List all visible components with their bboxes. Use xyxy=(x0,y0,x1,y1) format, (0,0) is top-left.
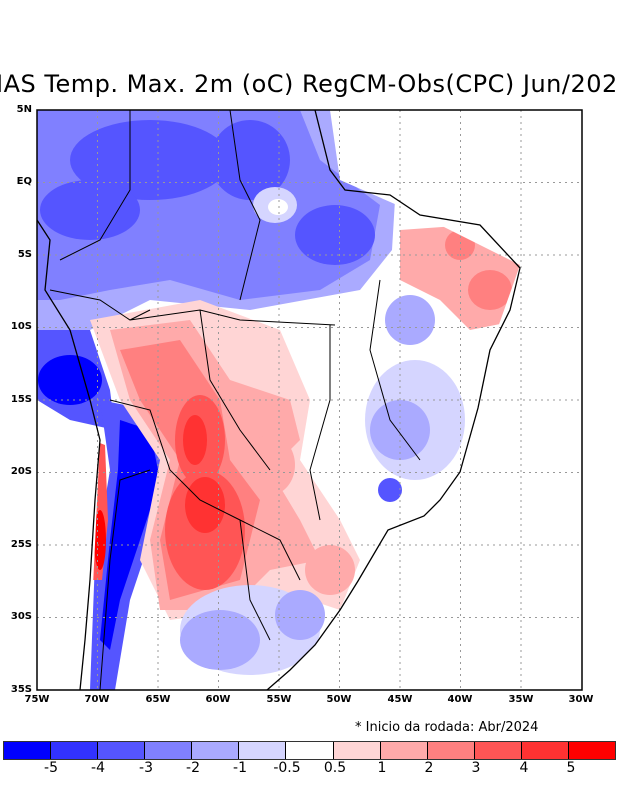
colorbar-swatch xyxy=(239,742,287,759)
lat-label: 10S xyxy=(10,321,32,332)
lon-label: 55W xyxy=(266,694,292,705)
lon-label: 65W xyxy=(145,694,171,705)
lat-label: 5S xyxy=(17,249,32,260)
anomaly-field xyxy=(37,110,582,690)
colorbar-label: -2 xyxy=(186,760,200,776)
colorbar-swatch xyxy=(192,742,240,759)
colorbar-label: -4 xyxy=(91,760,105,776)
colorbar-swatch xyxy=(380,742,428,759)
colorbar-swatch xyxy=(568,742,616,759)
lon-label: 70W xyxy=(84,694,110,705)
colorbar-label: 4 xyxy=(519,760,529,776)
lat-label: 20S xyxy=(10,466,32,477)
lat-label: 30S xyxy=(10,611,32,622)
lat-label: 15S xyxy=(10,394,32,405)
colorbar-swatch xyxy=(51,742,99,759)
colorbar-swatch xyxy=(521,742,569,759)
colorbar-swatch xyxy=(286,742,334,759)
colorbar-label: -1 xyxy=(233,760,247,776)
colorbar-label: 3 xyxy=(471,760,481,776)
lon-label: 45W xyxy=(387,694,413,705)
colorbar-swatch xyxy=(145,742,193,759)
colorbar-label: 5 xyxy=(566,760,576,776)
lon-label: 50W xyxy=(326,694,352,705)
colorbar-label: -3 xyxy=(139,760,153,776)
colorbar-swatch xyxy=(4,742,52,759)
lat-label: EQ xyxy=(16,176,32,187)
anomaly-map xyxy=(36,109,583,691)
lon-label: 30W xyxy=(568,694,594,705)
colorbar-swatch xyxy=(98,742,146,759)
lat-label: 5N xyxy=(16,104,32,115)
colorbar-label: 0.5 xyxy=(323,760,347,776)
lat-label: 25S xyxy=(10,539,32,550)
colorbar-label: 1 xyxy=(377,760,387,776)
lon-label: 40W xyxy=(447,694,473,705)
colorbar-label: -5 xyxy=(44,760,58,776)
colorbar-swatch xyxy=(474,742,522,759)
country-borders xyxy=(49,110,421,690)
colorbar-swatch xyxy=(333,742,381,759)
map-title: IAS Temp. Max. 2m (oC) RegCM-Obs(CPC) Ju… xyxy=(0,70,618,98)
lon-label: 60W xyxy=(205,694,231,705)
colorbar-swatch xyxy=(427,742,475,759)
lon-label: 75W xyxy=(24,694,50,705)
colorbar-label: -0.5 xyxy=(273,760,301,776)
grid-lines xyxy=(37,110,582,690)
run-start-note: * Inicio da rodada: Abr/2024 xyxy=(355,720,539,735)
lat-label: 35S xyxy=(10,684,32,695)
colorbar xyxy=(3,741,616,760)
colorbar-label: 2 xyxy=(424,760,434,776)
lon-label: 35W xyxy=(508,694,534,705)
map-frame xyxy=(36,109,583,691)
coastline xyxy=(37,110,521,690)
